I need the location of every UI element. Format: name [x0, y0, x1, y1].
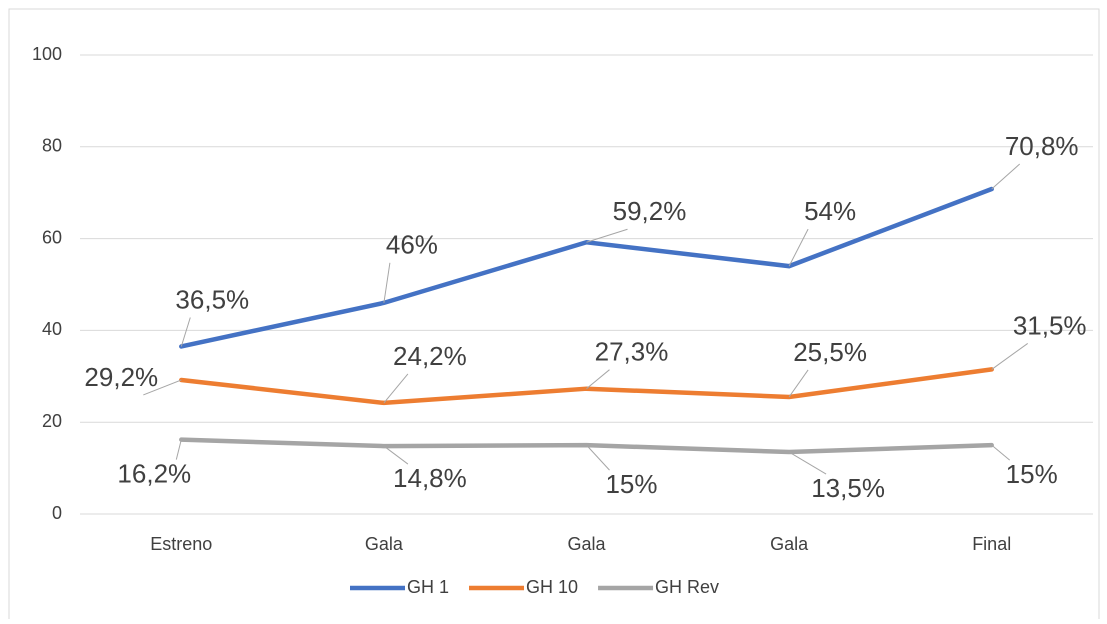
data-label: 15%	[1006, 459, 1058, 489]
data-label: 29,2%	[84, 362, 158, 392]
leader-line	[180, 317, 191, 347]
series-line	[179, 367, 994, 406]
leader-line	[586, 444, 610, 471]
legend-label: GH 1	[407, 577, 449, 597]
y-tick-label: 60	[42, 227, 62, 247]
chart-border	[8, 8, 1100, 624]
leader-line	[991, 444, 1011, 461]
data-label: 14,8%	[393, 463, 467, 493]
leader-line	[143, 379, 182, 396]
leader-line	[991, 343, 1028, 370]
legend-label: GH Rev	[655, 577, 719, 597]
data-label: 16,2%	[117, 459, 191, 489]
x-tick-label: Final	[972, 534, 1011, 554]
data-label: 25,5%	[793, 337, 867, 367]
y-tick-label: 100	[32, 44, 62, 64]
data-label: 15%	[605, 469, 657, 499]
x-tick-label: Gala	[365, 534, 404, 554]
x-tick-label: Gala	[567, 534, 606, 554]
y-tick-label: 0	[52, 503, 62, 523]
leader-line	[788, 451, 827, 475]
y-tick-label: 40	[42, 319, 62, 339]
series-line	[179, 186, 994, 349]
data-label: 59,2%	[613, 196, 687, 226]
legend-label: GH 10	[526, 577, 578, 597]
leader-line	[383, 373, 409, 404]
data-label: 70,8%	[1005, 131, 1079, 161]
data-label: 54%	[804, 196, 856, 226]
x-tick-label: Gala	[770, 534, 809, 554]
leader-line	[788, 369, 809, 398]
data-label: 36,5%	[175, 284, 249, 314]
leader-line	[586, 369, 610, 390]
data-label: 27,3%	[595, 337, 669, 367]
data-label: 24,2%	[393, 341, 467, 371]
x-tick-label: Estreno	[150, 534, 212, 554]
y-tick-label: 20	[42, 411, 62, 431]
leader-line	[991, 163, 1021, 190]
leader-line	[383, 445, 409, 465]
data-label: 46%	[386, 230, 438, 260]
leader-line	[383, 262, 391, 303]
data-label: 31,5%	[1013, 310, 1087, 340]
leader-line	[175, 439, 182, 460]
y-tick-label: 80	[42, 136, 62, 156]
leader-line	[586, 228, 628, 243]
leader-line	[788, 228, 809, 267]
data-label: 13,5%	[811, 473, 885, 503]
